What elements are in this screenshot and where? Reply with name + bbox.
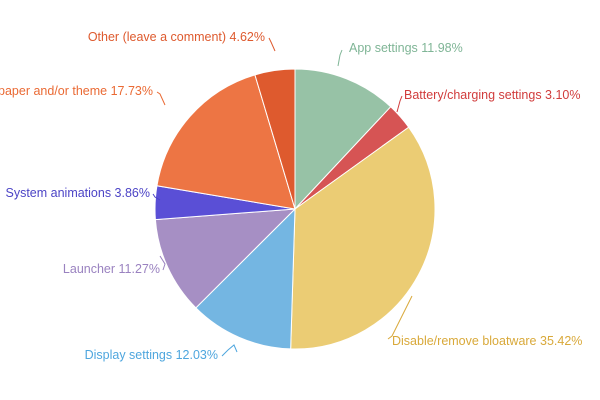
slice-label-display-settings: Display settings 12.03% (85, 348, 218, 362)
leader-line-battery-charging-settings (396, 95, 403, 113)
pie-slice-wallpaper-and-or-theme (156, 74, 296, 210)
pie-slice-app-settings (294, 68, 392, 211)
slice-label-system-animations: System animations 3.86% (5, 186, 150, 200)
leader-line-display-settings (221, 344, 238, 357)
leader-line-app-settings (337, 49, 343, 67)
slice-label-other-leave-a-comment: Other (leave a comment) 4.62% (88, 30, 265, 44)
slice-label-battery-charging-settings: Battery/charging settings 3.10% (404, 88, 581, 102)
leader-line-other-leave-a-comment (268, 37, 276, 52)
pie-slice-other-leave-a-comment (254, 68, 296, 210)
slice-label-wallpaper-and-or-theme: Wallpaper and/or theme 17.73% (0, 84, 153, 98)
pie-slice-display-settings (195, 207, 296, 350)
leader-line-wallpaper-and-or-theme (156, 91, 166, 106)
slice-label-disable-remove-bloatware: Disable/remove bloatware 35.42% (392, 334, 582, 348)
slice-label-launcher: Launcher 11.27% (63, 262, 160, 276)
leader-line-system-animations (152, 193, 161, 201)
pie-slice-launcher (154, 208, 297, 309)
pie-slice-disable-remove-bloatware (290, 126, 436, 350)
leader-line-launcher (159, 255, 166, 271)
leader-line-disable-remove-bloatware (387, 295, 413, 340)
slice-label-app-settings: App settings 11.98% (349, 41, 463, 55)
